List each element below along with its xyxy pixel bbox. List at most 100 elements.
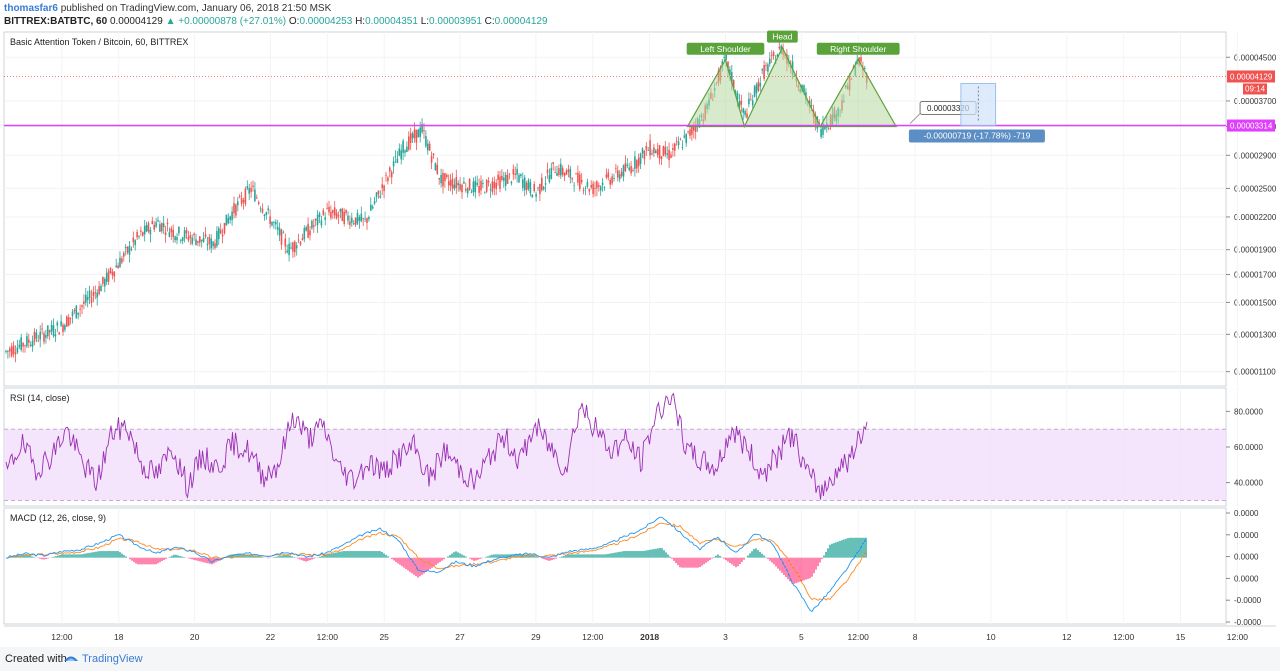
candle-body <box>307 223 309 238</box>
candle-body <box>113 271 116 277</box>
candle-body <box>41 328 43 330</box>
macd-line <box>5 516 867 613</box>
price-tick-label: 0.00001500 <box>1234 298 1277 307</box>
macd-tick-label: -0.0000 <box>1234 618 1262 627</box>
candle-body <box>12 345 15 354</box>
candle-body <box>83 301 85 304</box>
candle-body <box>655 150 657 154</box>
candle-body <box>193 233 195 236</box>
chart-area[interactable]: 0.000045000.000037000.000033000.00002900… <box>0 30 1280 647</box>
candle-body <box>451 178 454 189</box>
candle-body <box>556 172 558 176</box>
candle-body <box>670 154 672 158</box>
candle-body <box>242 200 245 203</box>
created-with-text: Created with <box>5 653 67 665</box>
candle-body <box>305 227 307 231</box>
left-shoulder-label: Left Shoulder <box>700 44 751 54</box>
candle-body <box>622 165 625 177</box>
candle-body <box>660 156 663 159</box>
time-tick-label: 29 <box>531 632 541 642</box>
candle-body <box>200 239 203 242</box>
candle-body <box>67 317 70 326</box>
last-price-badge-label: 0.00004129 <box>1230 72 1273 81</box>
candle-body <box>199 236 201 243</box>
candle-body <box>550 167 553 179</box>
candle-body <box>311 220 313 229</box>
candle-body <box>195 239 197 245</box>
candle-body <box>313 225 315 227</box>
macd-tick-label: 0.0000 <box>1234 574 1259 583</box>
candle-body <box>248 188 250 194</box>
candle-body <box>88 290 91 298</box>
candle-body <box>60 321 62 326</box>
candle-body <box>343 211 345 225</box>
candle-body <box>250 187 252 193</box>
candle-body <box>446 174 448 178</box>
candle-body <box>271 221 273 226</box>
candle-body <box>390 172 393 178</box>
candle-body <box>265 212 268 216</box>
candle-body <box>613 178 615 179</box>
macd-tick-label: 0.0000 <box>1234 509 1259 518</box>
low-value: 0.00003951 <box>429 16 482 27</box>
candle-body <box>767 64 769 72</box>
candle-body <box>161 223 163 232</box>
candle-body <box>516 168 518 175</box>
time-tick-label: 20 <box>190 632 200 642</box>
candle-body <box>180 239 182 241</box>
candle-body <box>385 174 387 176</box>
candle-body <box>520 174 522 177</box>
candle-body <box>383 185 385 192</box>
candle-body <box>645 145 648 150</box>
price-tick-label: 0.00001700 <box>1234 270 1277 279</box>
candle-body <box>571 178 573 180</box>
candle-body <box>653 147 655 153</box>
candle-body <box>753 86 756 97</box>
candle-body <box>725 54 727 61</box>
candle-body <box>533 183 535 192</box>
candle-body <box>776 54 779 57</box>
candle-body <box>495 182 497 189</box>
candle-body <box>14 352 17 355</box>
candle-body <box>493 181 496 189</box>
symbol-label: BITTREX:BATBTC, 60 <box>4 16 108 27</box>
candle-body <box>52 325 55 336</box>
candle-body <box>772 52 775 57</box>
candle-body <box>246 186 249 189</box>
candle-body <box>373 200 376 204</box>
candle-body <box>639 153 642 165</box>
target-callout-pointer <box>909 113 921 124</box>
candle-body <box>162 223 165 228</box>
tradingview-logo-icon[interactable] <box>62 651 80 665</box>
chart-svg[interactable]: 0.000045000.000037000.000033000.00002900… <box>0 30 1280 647</box>
candle-body <box>643 150 646 160</box>
candle-body <box>261 208 264 213</box>
candle-body <box>487 180 490 183</box>
candle-body <box>508 173 511 175</box>
candle-body <box>442 173 444 187</box>
tradingview-link[interactable]: TradingView <box>82 653 143 665</box>
candle-body <box>370 204 372 211</box>
candle-body <box>563 172 566 176</box>
candle-body <box>297 239 300 241</box>
candle-body <box>666 153 668 155</box>
candle-body <box>434 163 437 171</box>
candle-body <box>100 286 102 292</box>
candle-body <box>691 126 693 135</box>
candle-body <box>360 213 363 222</box>
candle-body <box>598 185 600 187</box>
candle-body <box>567 169 570 172</box>
candle-body <box>151 220 154 225</box>
candle-body <box>770 54 773 56</box>
candle-body <box>803 85 805 93</box>
candle-body <box>107 271 110 282</box>
left-shoulder-tag <box>686 42 765 55</box>
candle-body <box>765 65 767 67</box>
candle-body <box>512 169 515 175</box>
candle-body <box>149 229 152 235</box>
candle-body <box>723 57 725 59</box>
candle-body <box>24 345 26 347</box>
candle-body <box>755 84 758 94</box>
candle-body <box>860 57 862 62</box>
author-link[interactable]: thomasfar6 <box>4 3 58 14</box>
